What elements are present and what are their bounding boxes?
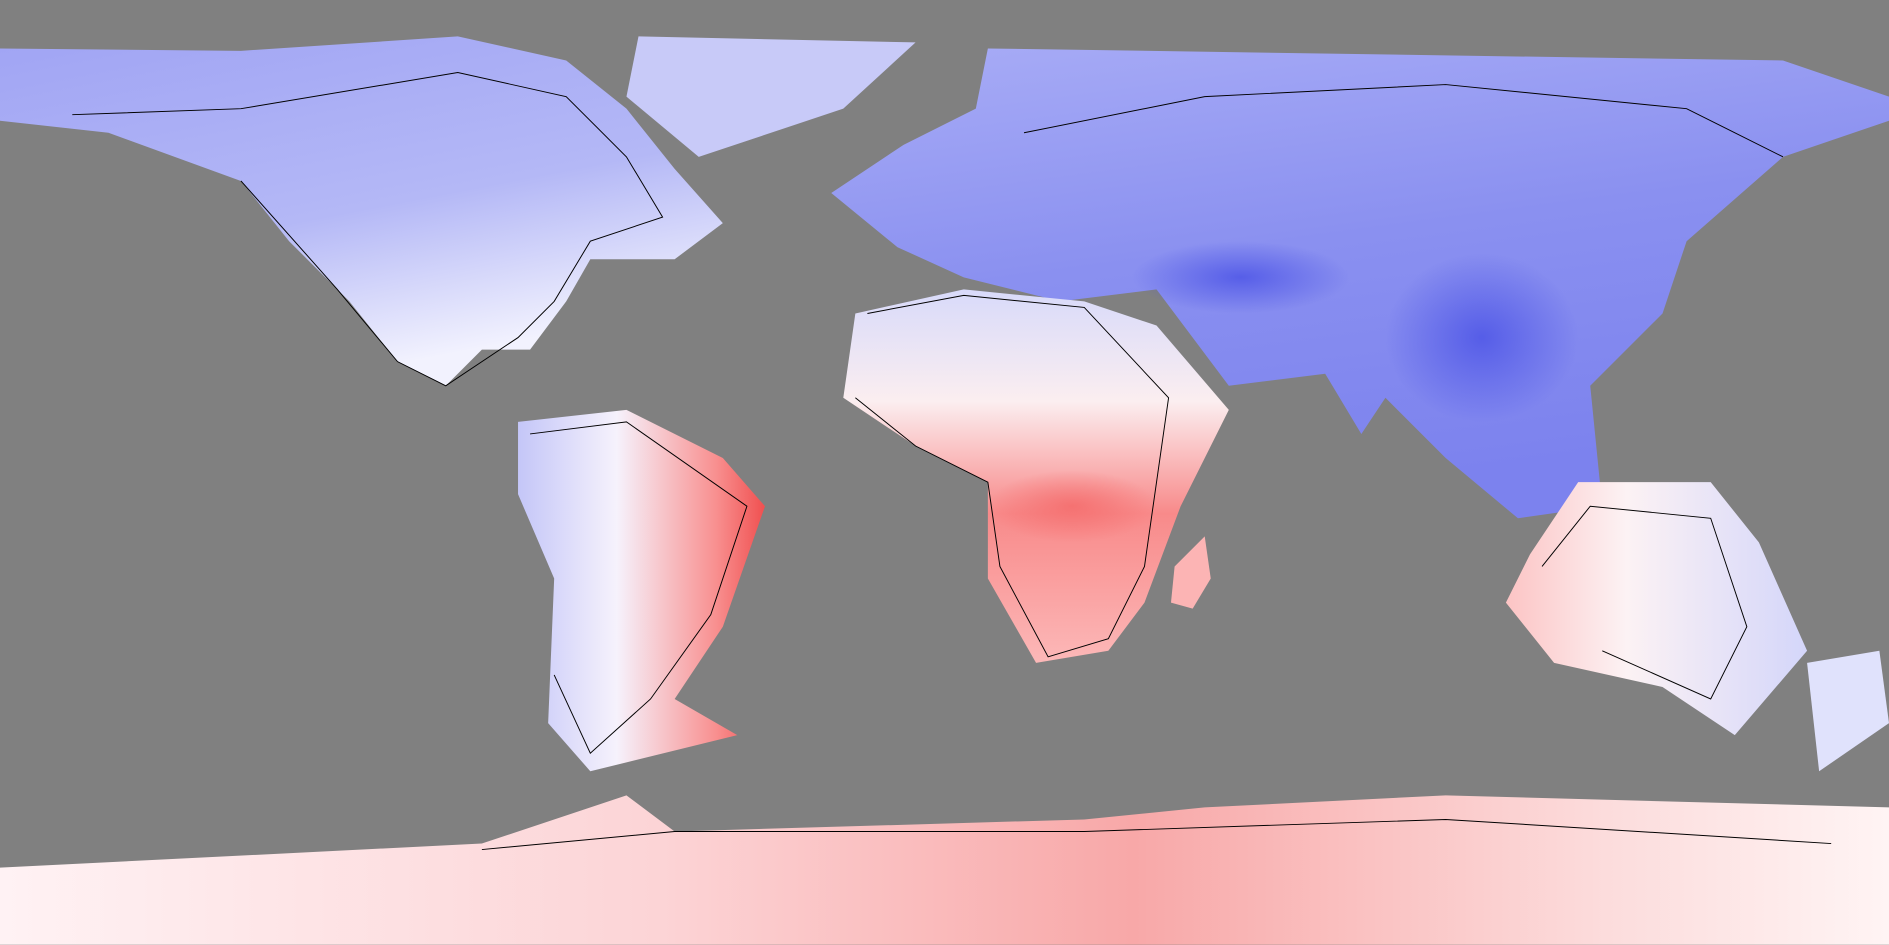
new-zealand: [1807, 650, 1889, 772]
warm-anomaly: [987, 470, 1157, 543]
cold-anomaly: [1132, 241, 1350, 314]
coastline: [72, 72, 1832, 851]
madagascar: [1170, 536, 1211, 609]
greenland: [626, 36, 916, 157]
north-america: [0, 36, 723, 386]
antarctica: [0, 795, 1889, 945]
south-america: [518, 409, 765, 772]
australia: [1505, 482, 1808, 736]
eurasia: [831, 48, 1889, 519]
cold-anomaly: [1385, 253, 1579, 422]
